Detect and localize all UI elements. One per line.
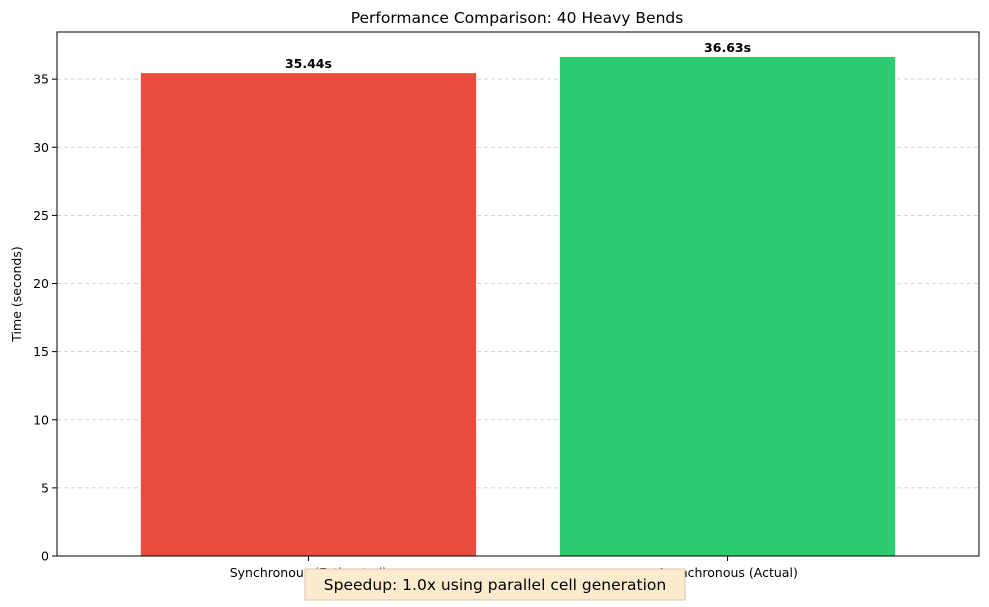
- annotation-text: Speedup: 1.0x using parallel cell genera…: [324, 576, 666, 594]
- x-tick-label: Asynchronous (Actual): [657, 565, 798, 580]
- y-tick-label: 10: [33, 412, 49, 427]
- bar: [140, 73, 477, 557]
- bars: [140, 56, 896, 557]
- y-tick-label: 5: [41, 480, 49, 495]
- y-tick-label: 35: [33, 72, 49, 87]
- y-axis-label: Time (seconds): [9, 246, 24, 342]
- bar-value-label: 35.44s: [285, 56, 332, 71]
- y-tick-label: 15: [33, 344, 49, 359]
- y-tick-label: 25: [33, 208, 49, 223]
- plot-frame: [56, 31, 980, 557]
- bar: [559, 56, 896, 556]
- data-labels: 35.44s 36.63s: [285, 40, 751, 71]
- y-tick-label: 0: [41, 549, 49, 564]
- y-tick-label: 20: [33, 276, 49, 291]
- chart-title: Performance Comparison: 40 Heavy Bends: [351, 9, 684, 27]
- plot-border: [56, 31, 980, 557]
- speedup-annotation: Speedup: 1.0x using parallel cell genera…: [304, 568, 686, 601]
- y-tick-label: 30: [33, 140, 49, 155]
- bar-value-label: 36.63s: [704, 40, 751, 55]
- annotation-box: [304, 568, 686, 601]
